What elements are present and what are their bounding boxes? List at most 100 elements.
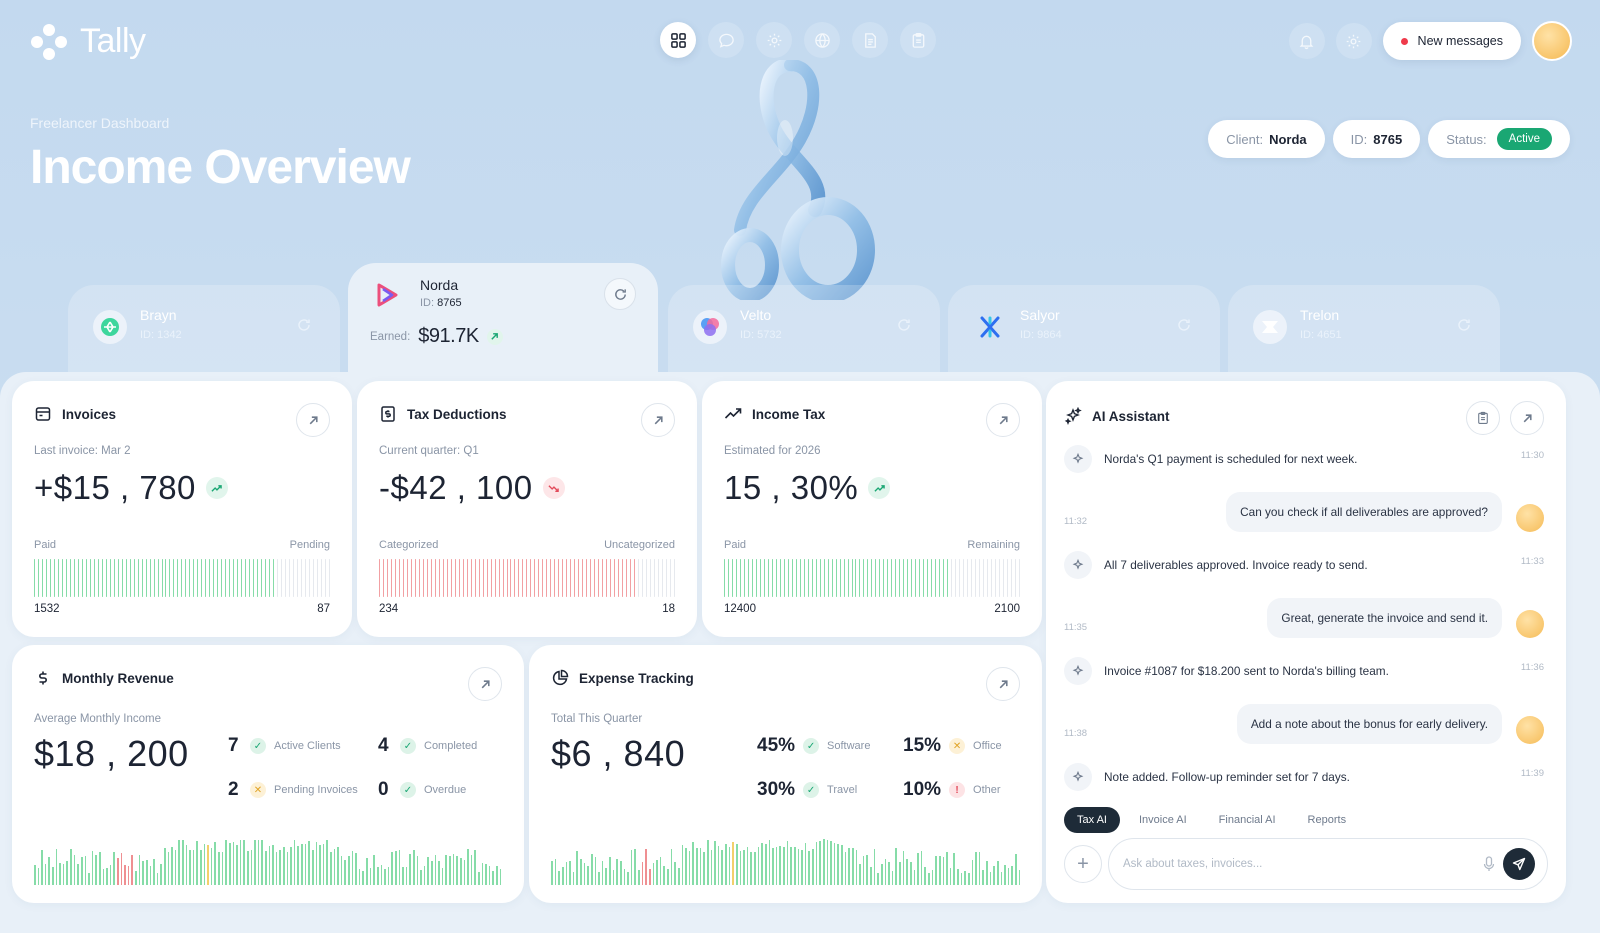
spark-bar: [499, 868, 502, 885]
spark-bar: [735, 843, 738, 885]
user-avatar[interactable]: [1532, 21, 1572, 61]
spark-bar: [757, 847, 760, 885]
open-ai-button[interactable]: [1510, 401, 1544, 435]
progress-tick: [641, 559, 643, 597]
client-chip: Client: Norda: [1208, 120, 1325, 158]
client-tab-velto[interactable]: Velto ID: 5732: [668, 285, 940, 380]
progress-tick: [324, 559, 326, 597]
page-subtitle: Freelancer Dashboard: [30, 115, 170, 131]
stat-number: 15%: [903, 735, 942, 756]
nav-clipboard-button[interactable]: [900, 22, 936, 58]
client-id: ID: 5732: [740, 329, 782, 341]
expense-card-header: Expense Tracking: [551, 669, 694, 687]
microphone-icon[interactable]: [1483, 856, 1495, 872]
send-button[interactable]: [1503, 848, 1535, 880]
progress-tick: [510, 559, 512, 597]
nav-documents-button[interactable]: [852, 22, 888, 58]
spark-bar: [895, 848, 897, 885]
refresh-icon[interactable]: [1456, 317, 1472, 333]
stat-other: 10% ! Other: [903, 779, 1001, 801]
spark-bar: [210, 848, 213, 885]
spark-bar: [214, 842, 217, 885]
progress-tick: [887, 559, 889, 597]
spark-bar: [70, 849, 72, 885]
stat-number: 10%: [903, 779, 942, 800]
income-tax-card-header: Income Tax: [724, 405, 825, 423]
new-messages-button[interactable]: New messages: [1382, 22, 1521, 60]
notifications-button[interactable]: [1288, 23, 1325, 59]
spark-bar: [257, 839, 260, 885]
spark-bar: [131, 855, 134, 885]
tab-tax-ai[interactable]: Tax AI: [1064, 807, 1120, 833]
progress-tick: [724, 559, 725, 597]
nav-settings-button[interactable]: [756, 22, 792, 58]
client-id-value: 8765: [437, 297, 462, 309]
card-subtitle: Estimated for 2026: [724, 445, 821, 457]
spark-bar: [920, 850, 923, 885]
progress-tick: [963, 559, 965, 597]
stat-label: Office: [973, 740, 1002, 752]
progress-tick: [89, 559, 91, 597]
progress-tick: [149, 559, 151, 597]
chat-icon: [718, 33, 734, 48]
tab-reports[interactable]: Reports: [1307, 814, 1347, 826]
progress-tick: [931, 559, 933, 597]
refresh-icon[interactable]: [296, 317, 312, 333]
client-name: Brayn: [140, 307, 177, 323]
progress-tick: [281, 559, 283, 597]
spark-bar: [171, 846, 173, 885]
progress-tick: [398, 559, 400, 597]
open-expense-button[interactable]: [986, 667, 1020, 701]
client-tab-salyor[interactable]: Salyor ID: 9864: [948, 285, 1220, 380]
spark-bar: [703, 851, 705, 885]
progress-tick: [594, 559, 596, 597]
tab-invoice-ai[interactable]: Invoice AI: [1138, 814, 1187, 826]
refresh-icon[interactable]: [896, 317, 912, 333]
progress-tick: [562, 559, 564, 597]
open-invoices-button[interactable]: [296, 403, 330, 437]
spark-bar: [109, 865, 112, 885]
progress-tick: [418, 559, 420, 597]
trend-down-icon: [542, 477, 565, 499]
spark-bar: [477, 872, 480, 885]
client-tab-norda[interactable]: Norda ID: 8765 Earned: $91.7K: [348, 263, 658, 383]
progress-tick: [653, 559, 655, 597]
progress-tick: [406, 559, 408, 597]
tab-financial-ai[interactable]: Financial AI: [1218, 814, 1276, 826]
spark-bar: [167, 852, 170, 885]
nav-dashboard-button[interactable]: [660, 22, 696, 58]
refresh-button[interactable]: [604, 278, 636, 310]
left-value: 12400: [724, 603, 756, 615]
client-tab-trelon[interactable]: Trelon ID: 4651: [1228, 285, 1500, 380]
progress-tick: [763, 559, 765, 597]
ai-chat-input[interactable]: [1123, 853, 1443, 875]
spark-bar: [268, 845, 271, 885]
spark-bar: [779, 845, 781, 885]
open-income-tax-button[interactable]: [986, 403, 1020, 437]
nav-globe-button[interactable]: [804, 22, 840, 58]
nav-chat-button[interactable]: [708, 22, 744, 58]
header-settings-button[interactable]: [1335, 23, 1372, 59]
spark-bar: [261, 839, 263, 885]
progress-tick: [382, 559, 384, 597]
user-message: Can you check if all deliverables are ap…: [1226, 492, 1502, 532]
open-tax-button[interactable]: [641, 403, 675, 437]
attach-button[interactable]: +: [1064, 845, 1102, 883]
progress-tick: [783, 559, 785, 597]
refresh-icon[interactable]: [1176, 317, 1192, 333]
progress-tick: [316, 559, 318, 597]
progress-tick: [185, 559, 187, 597]
progress-tick: [308, 559, 310, 597]
progress-tick: [986, 559, 988, 597]
progress-tick: [502, 559, 504, 597]
client-tab-brayn[interactable]: Brayn ID: 1342: [68, 285, 340, 380]
ai-history-button[interactable]: [1466, 401, 1500, 435]
spark-bar: [449, 856, 451, 885]
progress-tick: [911, 559, 913, 597]
progress-tick: [269, 559, 271, 597]
spark-bar: [156, 872, 159, 885]
app-logo[interactable]: Tally: [30, 22, 146, 61]
spark-bar: [84, 855, 87, 885]
open-revenue-button[interactable]: [468, 667, 502, 701]
spark-bar: [373, 855, 375, 885]
